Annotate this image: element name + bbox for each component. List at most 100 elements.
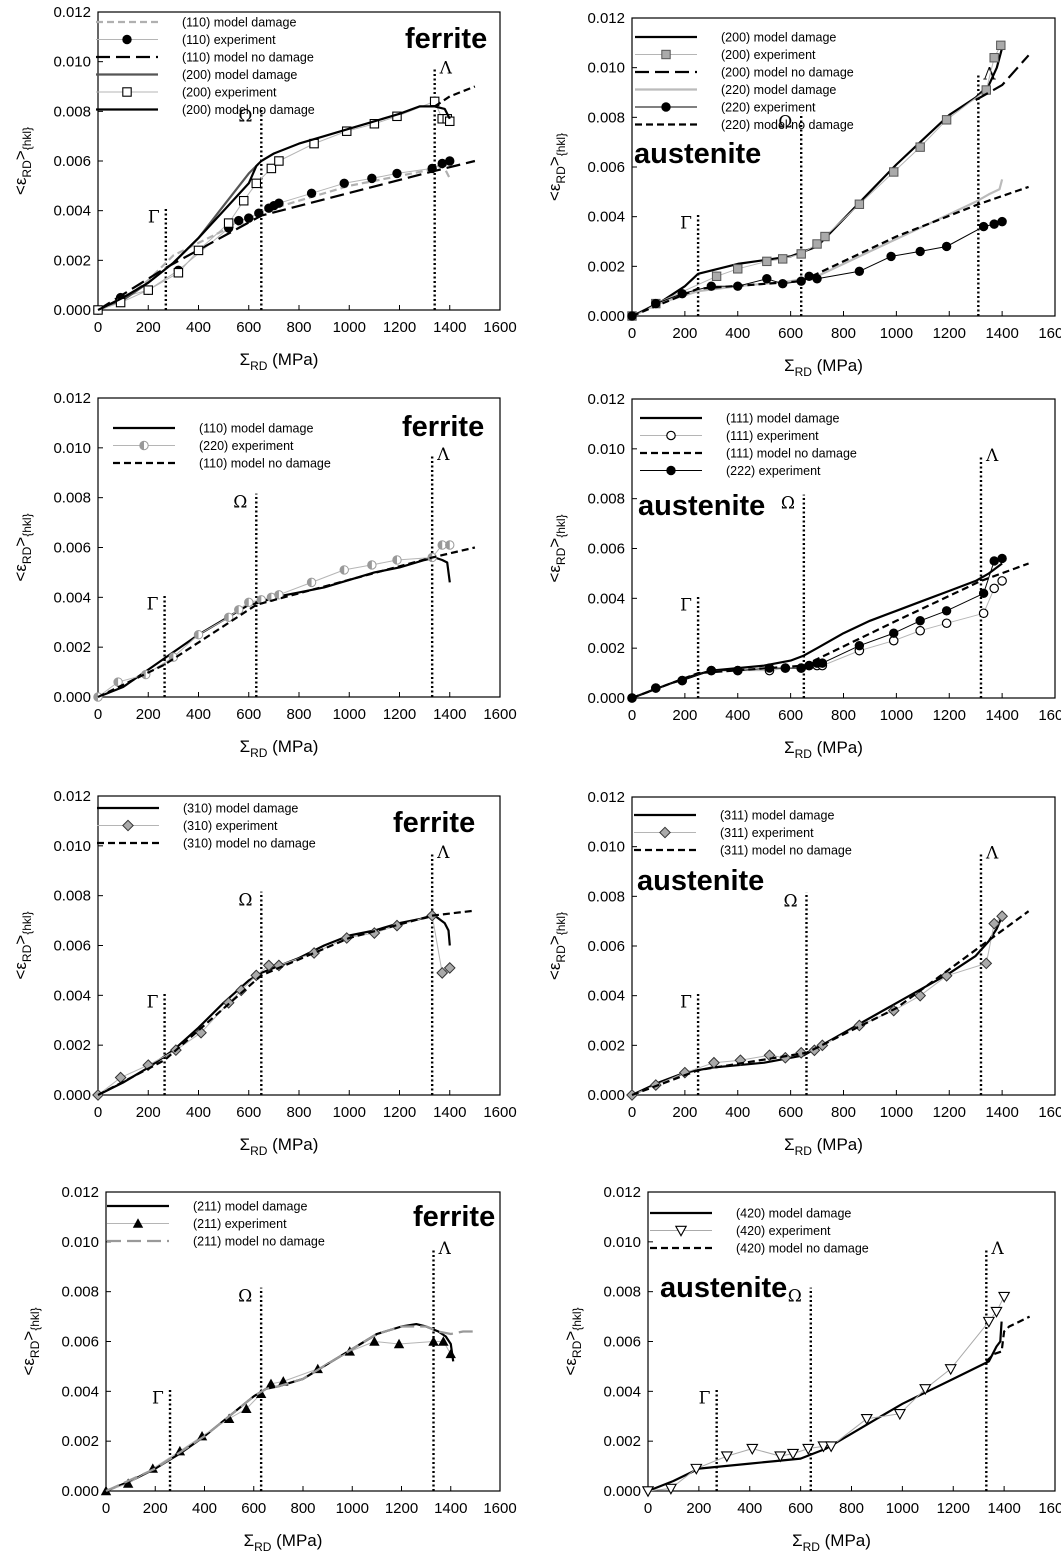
x-tick-label: 400 bbox=[725, 1104, 750, 1121]
data-point bbox=[438, 1336, 449, 1346]
y-tick-label: 0.008 bbox=[53, 103, 91, 120]
x-tick-label: 1000 bbox=[333, 706, 366, 723]
data-point bbox=[764, 663, 775, 673]
data-point bbox=[919, 1384, 932, 1396]
legend-entry: (311) model damage bbox=[720, 809, 834, 823]
chart-panel-4: 0 200 400 600 800 1000 1200 1400 1600 0.000 0.002 0… bbox=[545, 391, 1061, 761]
x-tick-label: 1000 bbox=[880, 707, 913, 724]
x-tick-label: 1600 bbox=[483, 1104, 516, 1121]
data-point bbox=[997, 1291, 1011, 1303]
data-point bbox=[241, 1403, 252, 1413]
data-point bbox=[393, 1338, 405, 1349]
y-tick-label: 0.000 bbox=[53, 689, 91, 706]
marker-fill bbox=[267, 593, 272, 602]
data-point bbox=[996, 40, 1006, 51]
x-axis-label: ΣRD (MPa) bbox=[244, 1531, 323, 1554]
y-tick-label: 0.006 bbox=[603, 1334, 641, 1351]
region-label: Γ bbox=[148, 208, 160, 228]
x-tick-label: 0 bbox=[94, 319, 102, 336]
legend-entry: (211) model damage bbox=[193, 1200, 307, 1214]
data-point bbox=[223, 1413, 235, 1423]
x-tick-label: 800 bbox=[286, 319, 311, 336]
legend-entry: (311) experiment bbox=[720, 826, 814, 840]
y-tick-label: 0.012 bbox=[61, 1184, 99, 1201]
data-point bbox=[978, 588, 989, 599]
legend-entry: (200) model damage bbox=[182, 68, 297, 82]
data-point bbox=[445, 156, 455, 166]
series-line bbox=[631, 185, 1029, 318]
legend-entry: (110) model no damage bbox=[182, 51, 314, 65]
x-tick-label: 1000 bbox=[880, 1104, 913, 1121]
y-tick-label: 0.008 bbox=[587, 491, 625, 508]
marker-fill bbox=[93, 692, 98, 702]
legend: (311) model damage (311) experiment (311) … bbox=[634, 809, 852, 858]
series-6 bbox=[97, 105, 451, 311]
data-point bbox=[306, 188, 317, 198]
region-label: Λ bbox=[436, 445, 450, 465]
legend-entry: (200) model damage bbox=[721, 31, 836, 45]
legend: (110) model damage (110) experiment (110) … bbox=[96, 16, 315, 117]
data-point bbox=[445, 1348, 456, 1359]
y-axis-label: <εRD>{hkl} bbox=[19, 1307, 42, 1375]
data-point bbox=[244, 213, 254, 223]
x-tick-label: 600 bbox=[236, 706, 261, 723]
data-point bbox=[988, 917, 1001, 930]
x-tick-label: 0 bbox=[628, 1104, 636, 1121]
x-tick-label: 600 bbox=[236, 319, 261, 336]
series-line bbox=[975, 54, 1030, 101]
series-5 bbox=[627, 216, 1007, 321]
phase-title: austenite bbox=[638, 490, 765, 522]
data-point bbox=[367, 173, 377, 184]
marker-fill bbox=[194, 630, 199, 639]
data-point bbox=[820, 231, 830, 242]
series-line bbox=[97, 544, 450, 698]
series-line bbox=[97, 164, 451, 312]
series-4 bbox=[97, 162, 260, 312]
y-tick-label: 0.006 bbox=[587, 938, 625, 955]
y-tick-label: 0.004 bbox=[587, 988, 625, 1005]
marker-fill bbox=[340, 565, 345, 575]
marker-fill bbox=[392, 555, 397, 565]
marker-fill bbox=[367, 560, 372, 570]
x-axis-label: ΣRD (MPa) bbox=[240, 737, 319, 760]
y-tick-label: 0.010 bbox=[53, 54, 91, 71]
data-point bbox=[339, 565, 349, 575]
y-tick-label: 0.000 bbox=[603, 1483, 641, 1500]
legend-entry: (200) model no damage bbox=[721, 66, 854, 80]
marker-fill bbox=[445, 540, 450, 550]
y-tick-label: 0.004 bbox=[53, 589, 91, 606]
x-tick-label: 1600 bbox=[483, 706, 516, 723]
region-label: Λ bbox=[438, 1239, 452, 1259]
y-axis-label: <εRD>{hkl} bbox=[561, 1307, 584, 1375]
series-2 bbox=[641, 1291, 1011, 1498]
x-tick-label: 600 bbox=[778, 325, 803, 342]
x-tick-label: 1600 bbox=[1038, 1500, 1061, 1517]
data-point bbox=[886, 251, 896, 262]
x-axis-label: ΣRD (MPa) bbox=[784, 1135, 863, 1158]
data-point bbox=[445, 540, 455, 550]
legend-entry: (211) model no damage bbox=[193, 1235, 325, 1249]
legend-entry: (420) model damage bbox=[736, 1207, 851, 1221]
region-label: Γ bbox=[680, 993, 692, 1013]
y-tick-label: 0.002 bbox=[587, 258, 625, 275]
series-line bbox=[647, 1321, 1003, 1493]
chart-panel-5: 0 200 400 600 800 1000 1200 1400 1600 0.000 0.002 0… bbox=[11, 788, 517, 1158]
marker-fill bbox=[438, 540, 443, 550]
x-tick-label: 800 bbox=[831, 707, 856, 724]
data-point bbox=[223, 218, 234, 228]
data-point bbox=[854, 266, 865, 276]
plot-frame bbox=[631, 796, 1056, 1096]
data-point bbox=[940, 969, 953, 982]
x-tick-label: 400 bbox=[725, 325, 750, 342]
data-point bbox=[997, 553, 1007, 564]
plot-frame bbox=[647, 1191, 1056, 1492]
data-point bbox=[193, 245, 204, 256]
x-tick-label: 1400 bbox=[433, 1104, 466, 1121]
y-axis-label: <εRD>{hkl} bbox=[11, 513, 34, 581]
x-tick-label: 1600 bbox=[483, 1500, 516, 1517]
data-point bbox=[914, 989, 927, 1002]
data-point bbox=[369, 1336, 380, 1346]
data-point bbox=[941, 241, 952, 252]
legend: (310) model damage (310) experiment (310) … bbox=[97, 802, 316, 851]
region-label: Γ bbox=[680, 214, 692, 234]
